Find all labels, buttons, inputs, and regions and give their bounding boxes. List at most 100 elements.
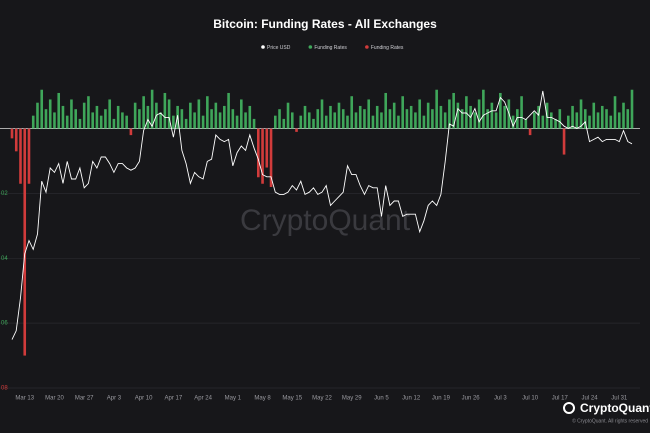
funding-bar: [431, 109, 434, 129]
funding-bar: [278, 109, 281, 129]
funding-bar: [414, 112, 417, 129]
funding-bar: [206, 96, 209, 129]
y-tick-label: 02: [1, 191, 8, 197]
funding-bar: [511, 115, 515, 129]
funding-bar: [516, 109, 519, 129]
funding-bar: [562, 128, 566, 155]
x-tick-label: Jun 26: [462, 396, 481, 402]
funding-bar: [588, 115, 591, 129]
x-tick-label: May 29: [342, 396, 362, 402]
funding-bar: [265, 128, 269, 168]
brand-logo: CryptoQuant © CryptoQuant. All rights re…: [563, 401, 650, 424]
funding-bar: [363, 109, 366, 129]
legend-label: Funding Rates: [314, 45, 347, 51]
legend: Price USD Funding Rates Funding Rates: [261, 45, 404, 51]
funding-bar: [57, 92, 61, 129]
funding-bar: [36, 102, 39, 129]
watermark: CryptoQuant: [240, 204, 411, 237]
funding-bar: [384, 92, 387, 129]
funding-bar: [575, 112, 579, 129]
funding-bar: [490, 102, 494, 129]
funding-bar: [159, 112, 162, 129]
funding-bar: [626, 109, 630, 129]
funding-bar: [541, 115, 545, 129]
funding-bar: [583, 109, 587, 129]
funding-bar: [27, 128, 31, 184]
funding-bar: [600, 105, 604, 129]
funding-bar: [184, 118, 188, 129]
funding-bar: [142, 96, 145, 129]
funding-bar: [104, 109, 107, 129]
funding-bar: [465, 96, 468, 129]
funding-bar: [503, 105, 506, 129]
funding-bar: [494, 112, 498, 129]
brand-name: CryptoQuant: [580, 401, 650, 415]
funding-bar: [99, 115, 103, 129]
funding-bar: [380, 112, 383, 129]
funding-bar: [622, 102, 625, 129]
funding-bar: [550, 112, 553, 129]
legend-swatch: [365, 45, 369, 49]
funding-bar: [528, 128, 532, 136]
funding-bar: [456, 102, 460, 129]
funding-bar: [269, 128, 273, 187]
funding-bar: [558, 109, 562, 129]
x-tick-label: Mar 20: [45, 396, 64, 402]
funding-bar: [392, 102, 396, 129]
funding-bar: [210, 109, 213, 129]
funding-bar: [312, 118, 315, 129]
x-tick-label: Jul 3: [494, 396, 507, 402]
funding-bar: [121, 112, 124, 129]
funding-bar: [218, 112, 222, 129]
funding-bar: [579, 99, 583, 129]
x-tick-label: May 8: [254, 396, 271, 402]
x-tick-label: Mar 13: [15, 396, 34, 402]
funding-bar: [630, 89, 634, 129]
funding-bar: [358, 105, 362, 129]
x-tick-label: Jul 10: [522, 396, 539, 402]
y-tick-label: 08: [1, 386, 8, 392]
funding-bar: [91, 112, 94, 129]
funding-bar: [337, 102, 341, 129]
x-tick-label: Mar 27: [75, 396, 94, 402]
funding-bar: [307, 112, 311, 129]
funding-bar: [320, 99, 324, 129]
funding-bar: [231, 109, 235, 129]
funding-bar: [14, 128, 18, 152]
funding-bar: [257, 128, 260, 178]
funding-bar: [605, 109, 608, 129]
funding-bar: [180, 109, 184, 129]
funding-bar: [613, 96, 617, 129]
funding-bar: [571, 105, 574, 129]
funding-bar: [448, 99, 451, 129]
funding-bar: [409, 105, 413, 129]
funding-bar: [197, 99, 201, 129]
funding-bar: [201, 115, 205, 129]
funding-bar: [235, 115, 239, 129]
funding-bar: [520, 96, 523, 129]
x-tick-label: May 1: [225, 396, 242, 402]
funding-bar: [129, 128, 133, 136]
funding-bar: [609, 115, 613, 129]
x-tick-label: Jun 12: [402, 396, 421, 402]
funding-bar: [443, 112, 447, 129]
funding-bar: [252, 118, 256, 129]
funding-bar: [524, 118, 528, 129]
funding-bar: [295, 128, 298, 132]
funding-bar: [172, 115, 175, 129]
chart-title: Bitcoin: Funding Rates - All Exchanges: [213, 17, 437, 31]
funding-bar: [248, 105, 252, 129]
funding-bar: [346, 115, 349, 129]
x-tick-label: Jul 24: [582, 396, 599, 402]
x-tick-label: Jul 17: [552, 396, 569, 402]
funding-bar: [48, 99, 52, 129]
funding-bar: [333, 112, 337, 129]
x-tick-label: Apr 10: [135, 396, 153, 402]
funding-bar: [65, 115, 69, 129]
funding-bar: [78, 118, 82, 129]
funding-bar: [223, 105, 226, 129]
x-tick-label: Jun 19: [432, 396, 451, 402]
funding-bar: [452, 92, 455, 129]
funding-bar: [329, 105, 332, 129]
